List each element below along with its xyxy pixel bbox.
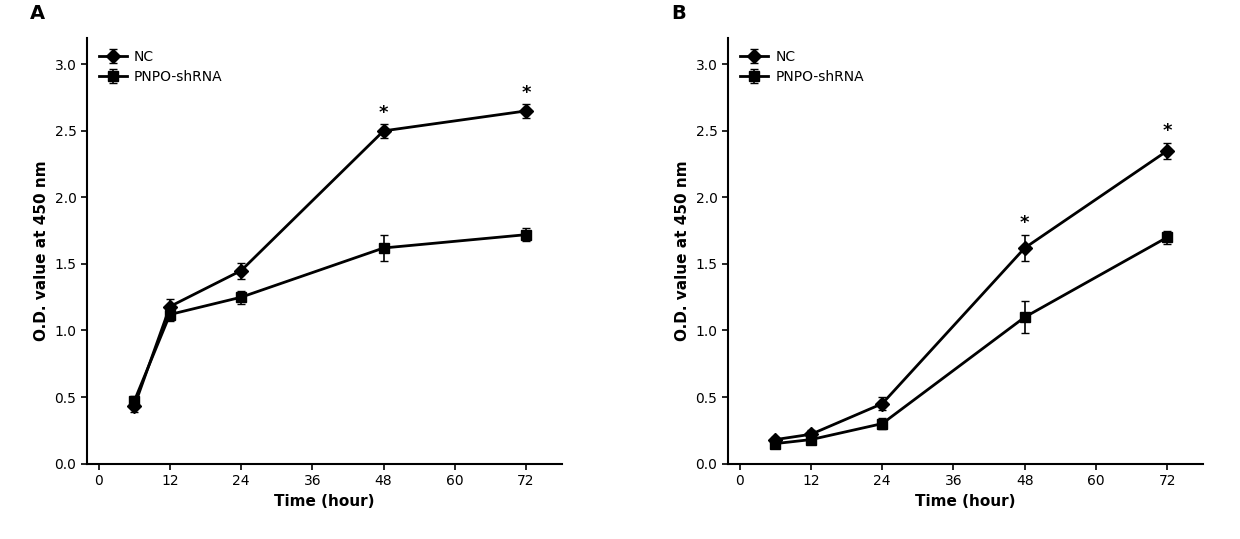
Text: *: * — [521, 84, 531, 101]
Y-axis label: O.D. value at 450 nm: O.D. value at 450 nm — [33, 160, 48, 341]
X-axis label: Time (hour): Time (hour) — [915, 494, 1016, 508]
Text: *: * — [379, 103, 388, 122]
Legend: NC, PNPO-shRNA: NC, PNPO-shRNA — [735, 45, 869, 89]
Text: B: B — [671, 4, 686, 23]
Legend: NC, PNPO-shRNA: NC, PNPO-shRNA — [94, 45, 228, 89]
X-axis label: Time (hour): Time (hour) — [274, 494, 374, 508]
Text: A: A — [30, 4, 45, 23]
Text: *: * — [1162, 122, 1172, 140]
Y-axis label: O.D. value at 450 nm: O.D. value at 450 nm — [675, 160, 689, 341]
Text: *: * — [1021, 214, 1029, 232]
